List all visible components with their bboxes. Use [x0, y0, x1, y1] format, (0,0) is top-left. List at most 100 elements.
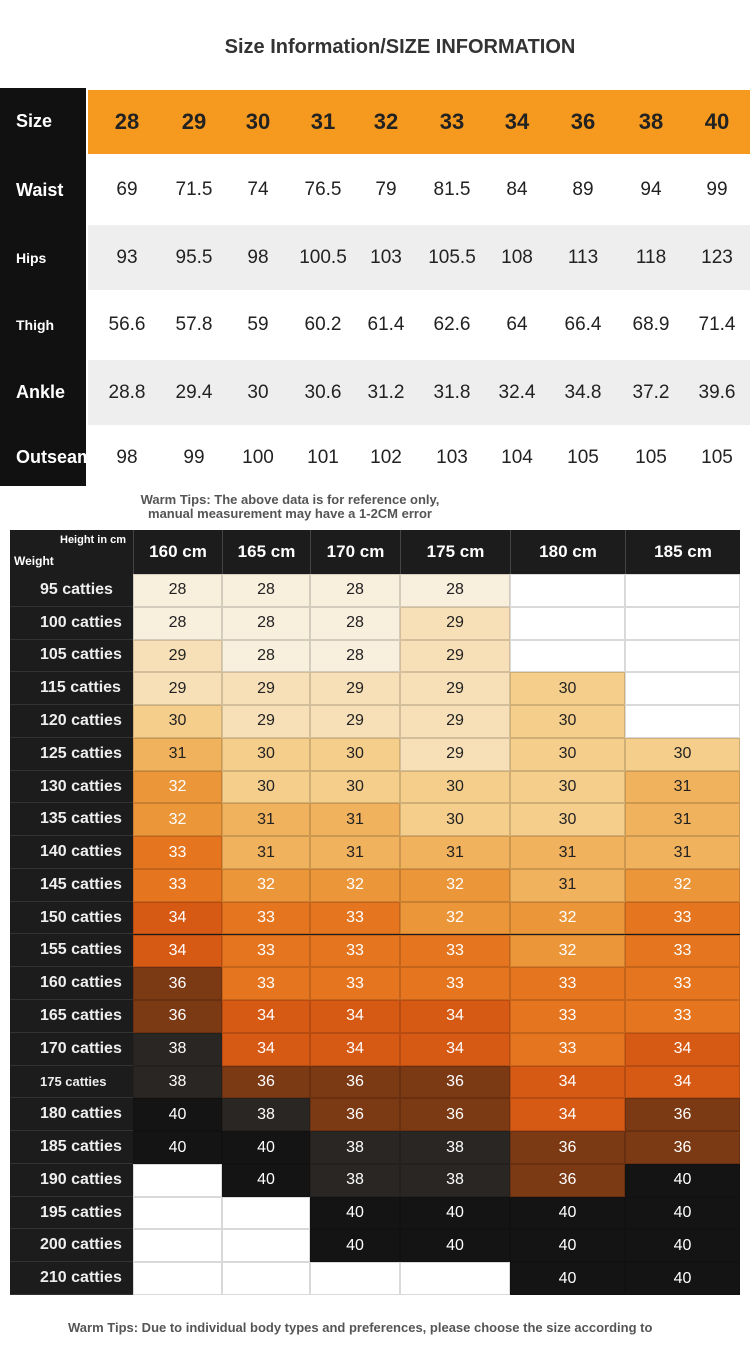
size-cell: 36 [625, 1131, 740, 1164]
size-cell: 38 [133, 1065, 222, 1099]
size-header: 28 [114, 108, 140, 134]
measurement: 103 [370, 246, 402, 268]
empty-cell [625, 574, 740, 607]
measurement: 89 [572, 179, 594, 200]
size-cell: 40 [625, 1163, 740, 1197]
size-header: 33 [439, 108, 465, 134]
measurement: 93 [116, 246, 138, 268]
measurement: 31.8 [433, 381, 471, 403]
size-cell: 31 [625, 803, 740, 837]
measurement: 118 [635, 246, 667, 268]
measurement: 74 [247, 179, 269, 200]
size-cell: 36 [510, 1163, 625, 1197]
size-header: 29 [181, 108, 207, 134]
empty-cell [625, 705, 740, 738]
measurement: 95.5 [175, 246, 213, 268]
size-cell: 30 [510, 705, 625, 738]
size-cell: 31 [133, 737, 222, 771]
height-header: 160 cm [133, 530, 222, 574]
size-cell: 31 [510, 836, 625, 869]
size-cell: 30 [310, 770, 400, 804]
measurement: 76.5 [304, 179, 342, 200]
size-cell: 34 [510, 1098, 625, 1132]
tip: Warm Tips: The above data is for referen… [140, 492, 440, 507]
measurement: 37.2 [632, 381, 670, 403]
height-header: 185 cm [625, 530, 740, 574]
size-cell: 36 [310, 1065, 400, 1099]
size-cell: 34 [310, 1032, 400, 1066]
empty-cell [310, 1262, 400, 1295]
height-header: 180 cm [510, 530, 625, 574]
size-header: 40 [704, 108, 730, 134]
height-header: 175 cm [400, 530, 510, 574]
measurement: 98 [247, 246, 269, 268]
measurement: 34.8 [564, 381, 602, 403]
size-cell: 34 [400, 1000, 510, 1033]
weight-label: 145 catties [10, 869, 150, 902]
weight-label: 190 catties [10, 1164, 150, 1197]
size-cell: 40 [510, 1262, 625, 1295]
size-cell: 40 [625, 1229, 740, 1263]
tip: Warm Tips: Due to individual body types … [68, 1320, 653, 1335]
empty-cell [625, 639, 740, 673]
size-cell: 40 [310, 1229, 400, 1263]
size-cell: 33 [310, 901, 400, 935]
row-band [88, 225, 750, 290]
measurement: 39.6 [698, 381, 736, 403]
weight-label: 95 catties [10, 574, 150, 607]
size-cell: 29 [400, 672, 510, 706]
size-cell: 34 [510, 1065, 625, 1099]
size-cell: 29 [400, 737, 510, 771]
weight-label: 160 catties [10, 967, 150, 1001]
size-cell: 29 [400, 639, 510, 673]
size-cell: 38 [310, 1131, 400, 1164]
corner-top: Height in cm [60, 534, 127, 546]
size-cell: 29 [310, 672, 400, 706]
measurement: 68.9 [632, 314, 670, 335]
size-cell: 29 [133, 672, 222, 706]
size-cell: 36 [222, 1065, 310, 1099]
size-cell: 36 [400, 1065, 510, 1099]
size-cell: 33 [400, 934, 510, 968]
size-cell: 29 [310, 705, 400, 738]
size-cell: 33 [510, 967, 625, 1001]
size-cell: 33 [510, 1032, 625, 1066]
size-cell: 31 [625, 770, 740, 804]
measurement: 81.5 [433, 179, 471, 200]
empty-cell [510, 639, 625, 673]
size-cell: 36 [400, 1098, 510, 1132]
size-cell: 32 [133, 803, 222, 837]
size-cell: 38 [310, 1163, 400, 1197]
weight-label: 210 catties [10, 1262, 150, 1295]
measurement: 103 [436, 446, 468, 468]
measurement: 104 [501, 446, 533, 468]
measurement: 102 [370, 446, 402, 468]
size-header: 34 [504, 108, 530, 134]
size-cell: 30 [400, 770, 510, 804]
empty-cell [222, 1229, 310, 1263]
measurement: 79 [375, 179, 397, 200]
size-cell: 33 [222, 967, 310, 1001]
measurement: 59 [247, 314, 269, 335]
size-cell: 28 [133, 606, 222, 640]
measurement: 56.6 [108, 314, 146, 335]
size-cell: 36 [625, 1098, 740, 1132]
size-cell: 40 [625, 1196, 740, 1230]
size-cell: 32 [625, 868, 740, 902]
size-cell: 34 [133, 901, 222, 935]
measurement: 29.4 [175, 381, 213, 403]
size-cell: 34 [400, 1032, 510, 1066]
measurement: 105.5 [428, 246, 476, 268]
size-cell: 28 [310, 639, 400, 673]
weight-label: 180 catties [10, 1098, 150, 1132]
height-header: 165 cm [222, 530, 310, 574]
weight-label: 165 catties [10, 1000, 150, 1033]
size-cell: 28 [133, 574, 222, 607]
row-band [88, 290, 750, 360]
size-cell: 34 [222, 1000, 310, 1033]
label-column [0, 88, 86, 486]
size-header: 30 [245, 108, 271, 134]
size-cell: 40 [133, 1098, 222, 1132]
empty-cell [510, 574, 625, 607]
empty-cell [625, 672, 740, 706]
